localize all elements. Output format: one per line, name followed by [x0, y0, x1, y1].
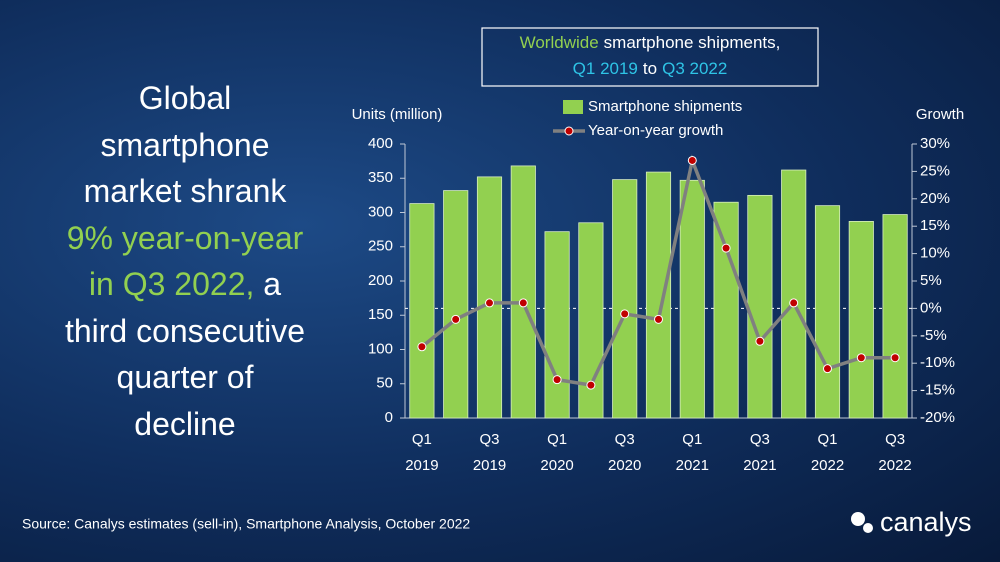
bar [476, 176, 503, 419]
headline-line: in Q3 2022, a [20, 261, 350, 308]
title-part: Worldwide [520, 33, 599, 52]
logo-icon [863, 523, 873, 533]
headline-line: third consecutive [20, 308, 350, 355]
headline: Global smartphone market shrank 9% year-on-… [20, 75, 350, 447]
title-box [481, 27, 819, 87]
y2-tick-label: 10% [920, 245, 950, 262]
growth-marker [518, 298, 528, 308]
headline-line: smartphone [20, 122, 350, 169]
growth-marker [654, 314, 663, 324]
headline-line: Global [20, 75, 350, 122]
growth-marker [823, 364, 832, 374]
bar [612, 179, 638, 419]
headline-text: quarter of [116, 359, 254, 395]
headline-text: decline [134, 405, 236, 442]
headline-text: a [263, 266, 282, 302]
x-tick-label: Q3 2020 [608, 431, 642, 474]
bar [645, 171, 672, 419]
bar [814, 205, 841, 419]
source: Source: Canalys estimates (sell-in), Sma… [22, 516, 470, 532]
bar [409, 203, 435, 419]
growth-marker [890, 353, 900, 363]
growth-marker [755, 336, 765, 346]
headline-line: decline [20, 401, 350, 448]
y-tick-label: 400 [368, 135, 393, 152]
headline-line: 9% year-on-year [20, 215, 350, 262]
title-part: Q1 2019 [573, 59, 638, 78]
title-part: Q3 2022 [662, 59, 727, 78]
y-tick-label: 350 [368, 169, 393, 186]
headline-text: in Q3 2022, [88, 266, 255, 302]
x-tick-label: Q3 2022 [878, 431, 912, 474]
legend-label: Year-on-year growth [588, 122, 723, 139]
bar [713, 201, 739, 419]
y2-tick-label: -20% [920, 409, 955, 426]
y-tick-label: 100 [368, 340, 393, 357]
headline-line: quarter of [20, 354, 350, 401]
y-tick-label: 200 [368, 272, 393, 289]
growth-marker [417, 342, 427, 352]
y-tick-label: 50 [376, 375, 393, 392]
growth-marker [485, 298, 494, 308]
y-tick-label: 150 [368, 306, 393, 323]
title-part: to [643, 59, 657, 78]
legend-swatch [563, 100, 583, 114]
bar [781, 169, 807, 419]
logo-icon [851, 512, 865, 526]
headline-text: third consecutive [64, 312, 306, 349]
growth-marker [721, 243, 731, 253]
x-tick-label: Q3 2019 [472, 431, 507, 474]
growth-marker [552, 375, 562, 385]
y2-tick-label: 15% [920, 217, 950, 234]
bar [679, 179, 705, 419]
y2-tick-label: 20% [920, 190, 950, 207]
growth-marker [620, 309, 630, 319]
bar [848, 221, 874, 419]
y-tick-label: 300 [368, 203, 393, 220]
growth-marker [687, 155, 697, 165]
legend-swatch [564, 126, 574, 136]
growth-marker [586, 380, 596, 390]
x-tick-label: Q1 2022 [810, 431, 845, 474]
y2-tick-label: 30% [920, 135, 950, 152]
chart-title: Worldwide smartphone shipments, [520, 33, 781, 52]
bar [510, 165, 536, 419]
y2-tick-label: 0% [920, 299, 942, 316]
y2-axis-label: Growth [916, 106, 964, 123]
headline-line: market shrank [20, 168, 350, 215]
y2-tick-label: -10% [920, 354, 955, 371]
x-tick-label: Q3 2021 [743, 431, 777, 474]
headline-text: Global [138, 80, 232, 116]
logo: canalys [880, 507, 972, 537]
bar [544, 231, 570, 419]
y2-tick-label: 5% [920, 272, 942, 289]
growth-marker [451, 314, 461, 324]
title-part: smartphone shipments, [604, 33, 781, 52]
chart-title: Q1 2019 to Q3 2022 [573, 59, 728, 78]
y-tick-label: 0 [385, 409, 393, 426]
growth-marker [856, 353, 866, 363]
y-axis-label: Units (million) [352, 106, 443, 123]
headline-text: market shrank [83, 173, 287, 209]
bar [747, 194, 773, 419]
y2-tick-label: -15% [920, 382, 955, 399]
headline-text: smartphone [100, 126, 270, 163]
bar [882, 214, 908, 419]
growth-marker [789, 298, 799, 308]
bar [443, 190, 469, 419]
x-tick-label: Q1 2021 [675, 431, 709, 474]
y-tick-label: 250 [368, 238, 393, 255]
y2-tick-label: 25% [920, 162, 950, 179]
y2-tick-label: -5% [920, 327, 947, 344]
x-tick-label: Q1 2019 [405, 431, 439, 474]
legend-label: Smartphone shipments [588, 98, 742, 115]
headline-text: 9% year-on-year [66, 219, 304, 256]
x-tick-label: Q1 2020 [540, 431, 574, 474]
